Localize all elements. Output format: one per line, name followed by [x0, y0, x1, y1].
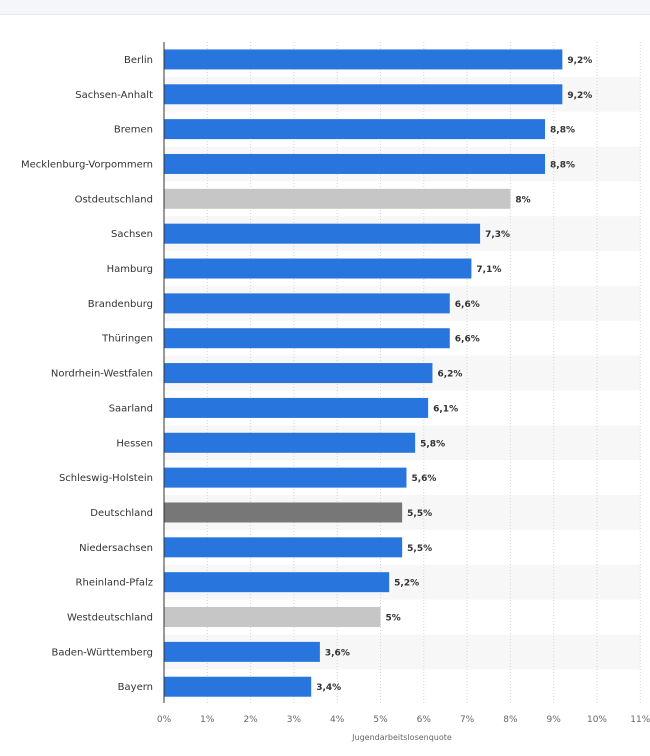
category-label: Hessen: [116, 438, 153, 449]
bar: [164, 397, 429, 418]
category-label: Sachsen: [111, 229, 153, 240]
category-label: Baden-Württemberg: [51, 647, 153, 658]
value-label: 5%: [386, 614, 401, 624]
category-label: Nordrhein-Westfalen: [51, 369, 153, 380]
value-label: 5,8%: [420, 439, 445, 449]
bar: [164, 119, 546, 140]
x-tick-labels: 0% 1% 2% 3% 4% 5% 6% 7% 8% 9% 10% 11%: [157, 715, 650, 725]
value-label: 9,2%: [567, 91, 592, 101]
x-tick-label: 4%: [330, 715, 345, 725]
category-label: Thüringen: [101, 334, 153, 345]
bar: [164, 502, 403, 523]
category-label: Brandenburg: [88, 299, 153, 310]
bar: [164, 258, 472, 279]
bar: [164, 153, 546, 174]
value-label: 8,8%: [550, 126, 575, 136]
category-label: Bremen: [114, 125, 153, 136]
value-label: 3,6%: [325, 648, 350, 658]
x-tick-label: 0%: [157, 715, 172, 725]
value-label: 6,1%: [433, 404, 458, 414]
top-bar: [0, 0, 650, 15]
x-tick-label: 2%: [243, 715, 258, 725]
bar: [164, 676, 312, 697]
bar: [164, 467, 407, 488]
x-tick-label: 1%: [200, 715, 215, 725]
x-tick-label: 6%: [417, 715, 432, 725]
value-label: 7,1%: [476, 265, 501, 275]
category-label: Niedersachsen: [79, 543, 153, 554]
value-label: 5,2%: [394, 579, 419, 589]
value-label: 5,5%: [407, 544, 432, 554]
bar: [164, 293, 450, 314]
bar: [164, 537, 403, 558]
value-label: 5,6%: [411, 474, 436, 484]
category-label: Rheinland-Pfalz: [76, 578, 153, 589]
bar: [164, 572, 390, 593]
x-tick-label: 11%: [630, 715, 650, 725]
value-label: 3,4%: [316, 683, 341, 693]
x-tick-label: 8%: [503, 715, 518, 725]
bar: [164, 363, 433, 384]
bar: [164, 49, 563, 70]
category-labels: Berlin Sachsen-Anhalt Bremen Mecklenburg-Vo…: [21, 55, 153, 693]
x-tick-label: 10%: [587, 715, 607, 725]
value-label: 6,6%: [455, 335, 480, 345]
category-label: Westdeutschland: [67, 613, 153, 624]
x-tick-label: 9%: [547, 715, 562, 725]
value-label: 9,2%: [567, 56, 592, 66]
bar: [164, 188, 511, 209]
bar: [164, 223, 481, 244]
category-label: Sachsen-Anhalt: [75, 90, 153, 101]
bars: [164, 49, 563, 697]
x-axis-title: Jugendarbeitslosenquote: [351, 733, 452, 742]
category-label: Deutschland: [90, 508, 153, 519]
category-label: Berlin: [124, 55, 153, 66]
bar: [164, 641, 320, 662]
value-label: 8,8%: [550, 160, 575, 170]
category-label: Saarland: [109, 403, 153, 414]
bar: [164, 432, 416, 453]
value-label: 8%: [515, 195, 530, 205]
value-labels: 9,2% 9,2% 8,8% 8,8% 8% 7,3% 7,1% 6,6% 6,6% 6,2% 6,…: [316, 56, 592, 693]
bar: [164, 84, 563, 105]
category-label: Bayern: [118, 682, 153, 693]
x-tick-label: 3%: [287, 715, 302, 725]
category-label: Mecklenburg-Vorpommern: [21, 159, 153, 170]
bar: [164, 328, 450, 349]
value-label: 7,3%: [485, 230, 510, 240]
category-label: Schleswig-Holstein: [59, 473, 153, 484]
x-tick-label: 7%: [460, 715, 475, 725]
value-label: 5,5%: [407, 509, 432, 519]
value-label: 6,6%: [455, 300, 480, 310]
bar: [164, 607, 381, 628]
value-label: 6,2%: [437, 370, 462, 380]
x-tick-label: 5%: [373, 715, 388, 725]
category-label: Hamburg: [107, 264, 153, 275]
category-label: Ostdeutschland: [75, 194, 153, 205]
